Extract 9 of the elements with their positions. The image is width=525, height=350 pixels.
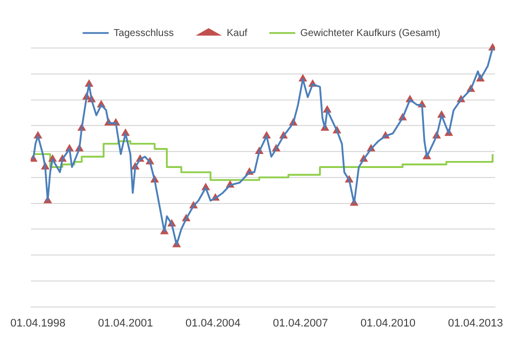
legend-label: Gewichteter Kaufkurs (Gesamt) [300,28,440,39]
x-tick-label: 01.04.2001 [98,317,154,330]
x-tick-label: 01.04.2007 [272,317,328,330]
x-tick-label: 01.04.1998 [10,317,66,330]
legend-label: Tagesschluss [114,28,174,39]
legend-label: Kauf [226,28,248,39]
x-tick-label: 01.04.2010 [360,317,416,330]
x-tick-label: 01.04.2013 [448,317,504,330]
x-tick-label: 01.04.2004 [185,317,241,330]
